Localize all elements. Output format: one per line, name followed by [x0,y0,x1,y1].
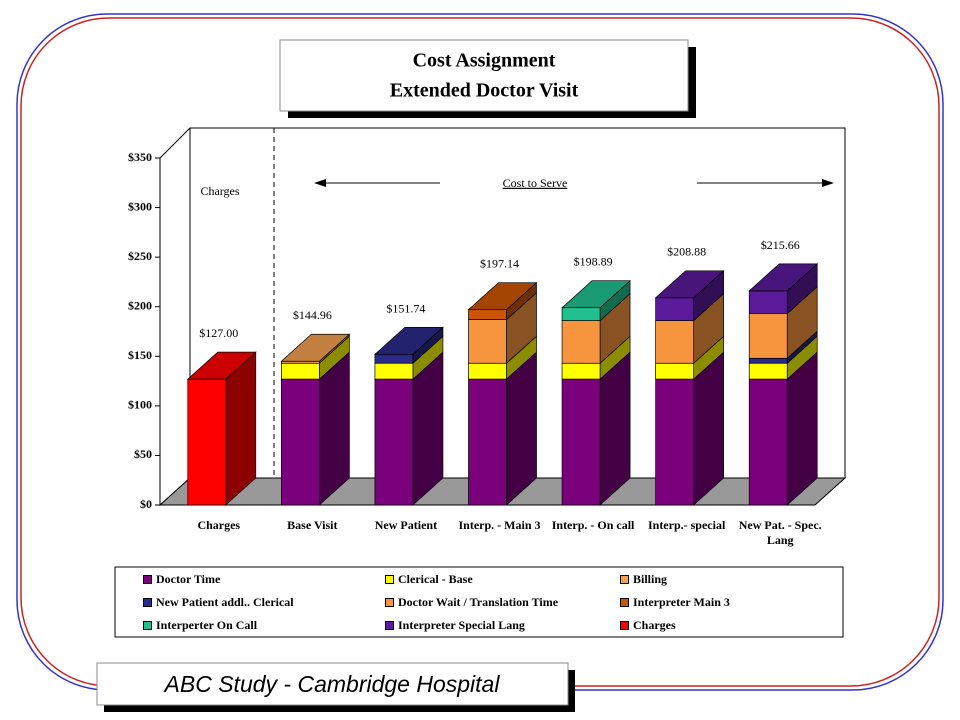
bar [561,320,601,364]
legend-swatch [620,598,629,607]
y-tick-label: $50 [134,447,152,461]
legend-item: Doctor Wait / Translation Time [385,595,558,610]
legend-label: Clerical - Base [398,572,473,586]
legend-label: Interperter On Call [156,618,258,632]
x-tick-label: Base Visit [287,518,338,532]
bar [468,378,507,506]
bar [187,378,227,506]
y-tick-label: $200 [128,298,152,312]
bar [561,378,601,506]
data-label: $151.74 [386,301,425,315]
bar [748,362,788,380]
footer: ABC Study - Cambridge Hospital [163,671,501,697]
bar [281,362,320,380]
legend-label: New Patient addl.. Clerical [156,595,294,609]
annotation: Cost to Serve [503,176,568,190]
y-tick-label: $100 [128,398,152,412]
bar [655,378,694,506]
legend-item: Charges [620,618,676,633]
bar-top [186,351,257,380]
data-label: $215.66 [761,238,800,252]
x-tick-label: Charges [197,518,241,532]
x-tick-label: New Patient [374,518,438,532]
legend-label: Billing [633,572,668,586]
bar [655,297,694,321]
legend-swatch [143,621,152,630]
chart-subtitle: Extended Doctor Visit [390,80,579,102]
bar [748,313,788,359]
bar [374,353,414,364]
title-box [279,39,689,112]
y-tick-label: $350 [128,150,152,164]
legend-item: Interpreter Main 3 [620,595,730,610]
arrow-head [822,179,834,187]
bar [748,378,788,506]
x-tick-label: Interp. - On call [551,518,635,532]
x-tick-label: Interp. - Main 3 [458,518,541,532]
bar [468,319,507,364]
bar [655,362,694,380]
data-label: $208.88 [667,245,706,259]
y-tick-label: $300 [128,199,152,213]
bar-top [561,280,631,309]
bar-top [280,333,351,362]
chart-title: Cost Assignment [413,50,556,72]
bar [468,362,507,380]
legend-label: Interpreter Main 3 [633,595,730,609]
bar-top [467,282,538,311]
legend-swatch [385,575,394,584]
legend-item: New Patient addl.. Clerical [143,595,294,610]
bar [748,357,788,364]
legend-swatch [620,575,629,584]
data-label: $144.96 [293,308,332,322]
footer-box [96,662,569,706]
bar [748,290,788,315]
legend-label: Interpreter Special Lang [398,618,525,632]
bar [468,309,507,320]
legend-item: Doctor Time [143,572,220,587]
annotation: Charges [200,184,239,198]
legend-item: Clerical - Base [385,572,473,587]
y-tick-label: $250 [128,249,152,263]
bar [374,378,414,506]
bar [281,378,320,506]
x-tick-label: Interp.- special [647,518,726,532]
legend-swatch [620,621,629,630]
legend-swatch [385,598,394,607]
bar-top [748,263,819,292]
y-tick-label: $0 [140,497,152,511]
bar [561,362,601,380]
bar-top [654,270,725,299]
legend-label: Doctor Wait / Translation Time [398,595,559,609]
x-tick-label: New Pat. - Spec. Lang [738,518,822,547]
data-label: $197.14 [480,256,519,270]
legend-label: Charges [633,618,676,632]
bar-top [374,326,444,355]
bar [561,307,601,321]
data-label: $127.00 [199,326,238,340]
legend-swatch [385,621,394,630]
arrow-head [314,179,326,187]
bar [655,320,694,364]
legend-label: Doctor Time [156,572,221,586]
legend-swatch [143,598,152,607]
bar [374,362,414,380]
legend-swatch [143,575,152,584]
legend-item: Interpreter Special Lang [385,618,525,633]
y-tick-label: $150 [128,348,152,362]
data-label: $198.89 [574,255,613,269]
legend-item: Interperter On Call [143,618,257,633]
legend-item: Billing [620,572,667,587]
legend-box [114,566,844,638]
